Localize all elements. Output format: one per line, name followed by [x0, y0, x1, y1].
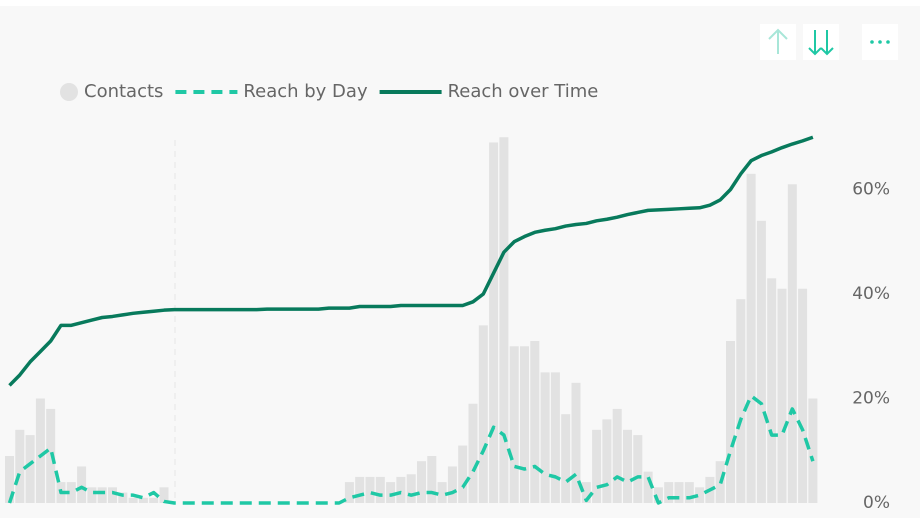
bar [5, 455, 14, 503]
bar [108, 487, 117, 503]
bar [664, 482, 674, 503]
bar [128, 497, 138, 503]
bar [25, 435, 35, 503]
bar [643, 471, 653, 503]
bar [509, 346, 519, 503]
bar [623, 429, 632, 503]
bar [746, 173, 756, 504]
bar [149, 497, 159, 503]
bar [777, 288, 787, 503]
bar [118, 492, 128, 503]
bar [417, 461, 426, 503]
y2-tick-label: 0% [863, 493, 890, 513]
bar [798, 288, 808, 503]
bar [87, 487, 97, 503]
bar [602, 419, 612, 503]
bar [520, 346, 529, 503]
bar [674, 482, 684, 503]
sort-asc-button[interactable] [760, 24, 796, 60]
bar [468, 403, 478, 503]
bar [365, 476, 375, 503]
bar [530, 341, 540, 503]
legend-label: Reach by Day [243, 81, 368, 102]
button-bg[interactable] [803, 24, 839, 60]
bar [406, 474, 416, 503]
drill-button[interactable] [803, 24, 839, 60]
bar [592, 429, 602, 503]
bar [344, 482, 354, 503]
bar [736, 299, 746, 503]
bar [489, 142, 499, 504]
bar [386, 482, 396, 503]
more-button[interactable] [862, 24, 898, 60]
dot [870, 40, 874, 44]
bar [77, 466, 87, 503]
bar [46, 408, 56, 503]
bar [66, 482, 76, 503]
legend-label: Contacts [84, 81, 163, 102]
bar [633, 435, 643, 503]
bar [458, 445, 468, 503]
bar [447, 466, 457, 503]
legend-label: Reach over Time [448, 81, 599, 102]
bar [550, 372, 560, 503]
bar [561, 414, 571, 503]
bar [808, 398, 818, 503]
bar [15, 429, 25, 503]
bar [159, 487, 169, 503]
bar [375, 476, 385, 503]
top-strip [0, 0, 920, 6]
bar [612, 408, 622, 503]
bar [653, 487, 663, 503]
y2-tick-label: 20% [852, 388, 890, 408]
bar [684, 482, 694, 503]
bar [478, 325, 488, 503]
y2-tick-label: 60% [852, 179, 890, 199]
bar [138, 497, 148, 503]
bar [499, 137, 509, 504]
line-dashed [7, 394, 815, 505]
bar [695, 487, 705, 503]
double-arrow-icon [808, 30, 834, 56]
bar [427, 455, 437, 503]
bar [571, 382, 581, 503]
bar [581, 482, 591, 503]
arrow-up-icon [768, 28, 788, 54]
bar [726, 341, 735, 503]
bar [787, 184, 797, 503]
bar [35, 398, 45, 503]
bar [97, 487, 107, 503]
dot [886, 40, 890, 44]
legend-swatch [60, 83, 78, 101]
y2-tick-label: 40% [852, 284, 890, 304]
bar [437, 482, 447, 503]
bar [396, 476, 406, 503]
dot [878, 40, 882, 44]
bar [767, 278, 777, 503]
bar [540, 372, 550, 503]
bar [355, 476, 365, 503]
bar [756, 220, 766, 503]
line-solid [8, 135, 814, 387]
